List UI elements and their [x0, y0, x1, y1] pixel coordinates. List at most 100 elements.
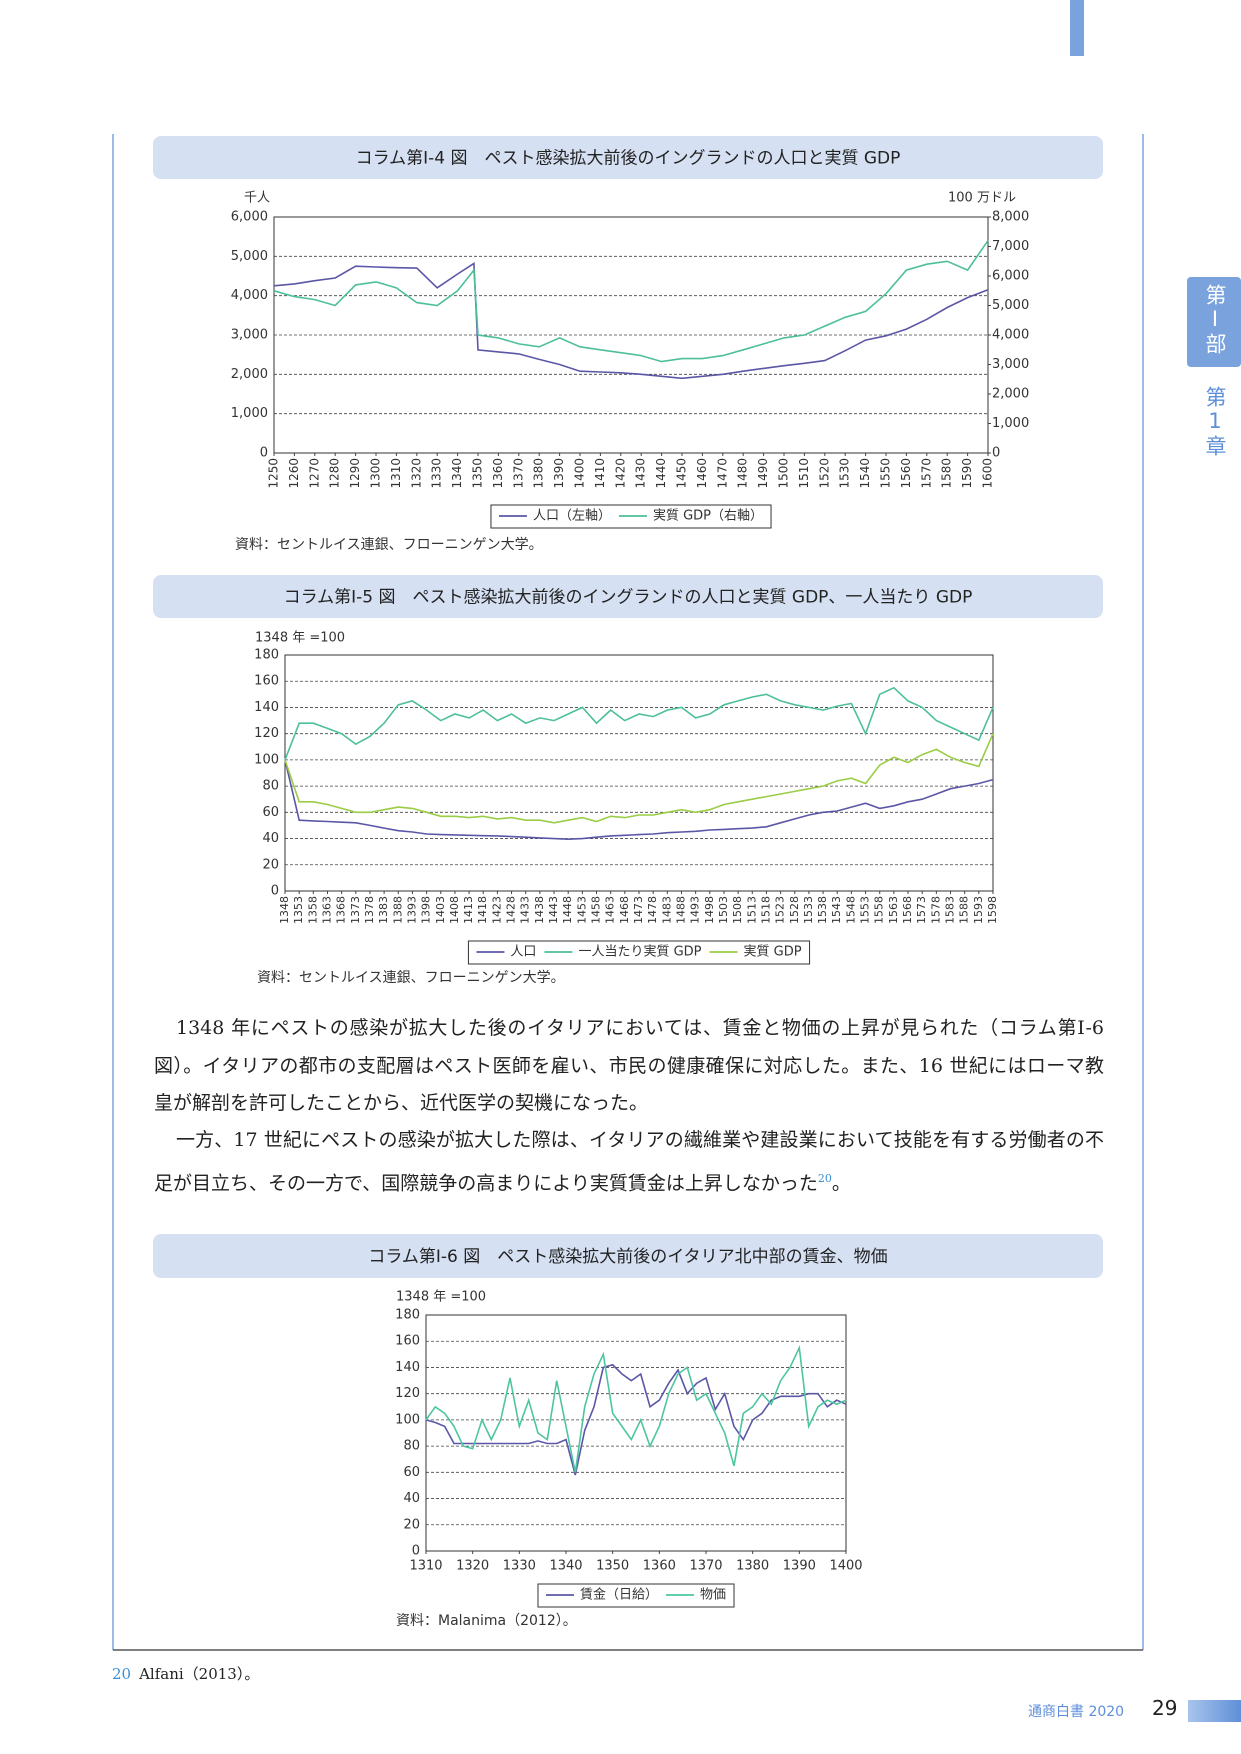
x-tick-label: 1383 — [377, 896, 390, 924]
x-tick-label: 1593 — [972, 896, 985, 924]
x-tick-label: 1320 — [456, 1559, 489, 1574]
x-tick-label: 1550 — [879, 458, 893, 489]
legend-box — [537, 1583, 735, 1608]
side-chapter: 第1章 — [1203, 386, 1227, 458]
x-tick-label: 1510 — [797, 458, 811, 489]
y-tick-label: 4,000 — [231, 288, 268, 303]
y2-tick-label: 5,000 — [992, 298, 1029, 313]
x-tick-label: 1360 — [643, 1559, 676, 1574]
y-tick-label: 5,000 — [231, 249, 268, 264]
x-tick-label: 1503 — [717, 896, 730, 924]
x-tick-label: 1310 — [389, 458, 403, 489]
y-tick-label: 140 — [254, 700, 279, 715]
x-tick-label: 1443 — [547, 896, 560, 924]
y-tick-label: 180 — [254, 648, 279, 663]
x-tick-label: 1280 — [328, 458, 342, 489]
x-tick-label: 1500 — [777, 458, 791, 489]
x-tick-label: 1560 — [899, 458, 913, 489]
x-tick-label: 1330 — [503, 1559, 536, 1574]
paragraph-text: 一方、17 世紀にペストの感染が拡大した際は、イタリアの繊維業や建設業において技… — [154, 1129, 1104, 1194]
page-number: 29 — [1152, 1696, 1178, 1720]
y-tick-label: 160 — [395, 1334, 420, 1349]
y-tick-label: 80 — [262, 779, 279, 794]
top-bar — [1070, 0, 1084, 56]
x-tick-label: 1380 — [532, 458, 546, 489]
legend-label: 人口（左軸） — [533, 509, 611, 524]
x-tick-label: 1423 — [490, 896, 503, 924]
legend-box — [467, 940, 811, 965]
x-tick-label: 1353 — [292, 896, 305, 924]
x-tick-label: 1558 — [873, 896, 886, 924]
title-banner — [153, 575, 1103, 618]
source-note: 資料：セントルイス連銀、フローニンゲン大学。 — [235, 537, 543, 553]
x-tick-label: 1508 — [731, 896, 744, 924]
y-tick-label: 120 — [254, 726, 279, 741]
x-tick-label: 1430 — [634, 458, 648, 489]
y-tick-label: 40 — [262, 831, 279, 846]
x-tick-label: 1398 — [420, 896, 433, 924]
x-tick-label: 1380 — [736, 1559, 769, 1574]
x-tick-label: 1483 — [660, 896, 673, 924]
x-tick-label: 1320 — [409, 458, 423, 489]
x-tick-label: 1378 — [363, 896, 376, 924]
x-tick-label: 1553 — [859, 896, 872, 924]
y-tick-label: 20 — [262, 857, 279, 872]
x-tick-label: 1270 — [307, 458, 321, 489]
x-tick-label: 1478 — [646, 896, 659, 924]
x-tick-label: 1520 — [817, 458, 831, 489]
x-tick-label: 1563 — [887, 896, 900, 924]
y-tick-label: 6,000 — [231, 210, 268, 225]
legend-label: 物価 — [700, 1588, 726, 1603]
x-tick-label: 1363 — [320, 896, 333, 924]
y-tick-label: 120 — [395, 1386, 420, 1401]
x-tick-label: 1393 — [405, 896, 418, 924]
x-tick-label: 1290 — [348, 458, 362, 489]
plot-frame — [284, 654, 994, 892]
series-line — [425, 1344, 847, 1473]
y-tick-label: 160 — [254, 674, 279, 689]
x-tick-label: 1390 — [552, 458, 566, 489]
legend-label: 人口 — [510, 945, 536, 960]
y-tick-label: 60 — [403, 1465, 420, 1480]
y2-tick-label: 6,000 — [992, 269, 1029, 284]
x-tick-label: 1543 — [830, 896, 843, 924]
x-tick-label: 1348 — [278, 896, 291, 924]
paragraph: 一方、17 世紀にペストの感染が拡大した際は、イタリアの繊維業や建設業において技… — [154, 1122, 1104, 1202]
x-tick-label: 1480 — [736, 458, 750, 489]
x-tick-label: 1468 — [618, 896, 631, 924]
series-line — [425, 1363, 847, 1476]
x-tick-label: 1578 — [929, 896, 942, 924]
footnote: 20 Alfani（2013）。 — [112, 1663, 259, 1684]
y-tick-label: 180 — [395, 1308, 420, 1323]
x-tick-label: 1523 — [774, 896, 787, 924]
x-tick-label: 1438 — [533, 896, 546, 924]
x-tick-label: 1250 — [267, 458, 281, 489]
footnote-text: Alfani（2013）。 — [139, 1665, 260, 1683]
y-tick-label: 1,000 — [231, 406, 268, 421]
title-banner — [153, 136, 1103, 179]
x-tick-label: 1350 — [596, 1559, 629, 1574]
legend-label: 実質 GDP — [744, 944, 802, 960]
chart-title: コラム第Ⅰ-5 図 ペスト感染拡大前後のイングランドの人口と実質 GDP、一人当… — [284, 588, 973, 608]
chart-title: コラム第Ⅰ-4 図 ペスト感染拡大前後のイングランドの人口と実質 GDP — [356, 149, 901, 169]
y2-tick-label: 1,000 — [992, 416, 1029, 431]
footer-bar — [1188, 1700, 1241, 1722]
x-tick-label: 1528 — [788, 896, 801, 924]
y2-tick-label: 3,000 — [992, 357, 1029, 372]
x-tick-label: 1538 — [816, 896, 829, 924]
x-tick-label: 1580 — [940, 458, 954, 489]
source-note: 資料：セントルイス連銀、フローニンゲン大学。 — [257, 970, 565, 986]
x-tick-label: 1340 — [450, 458, 464, 489]
x-tick-label: 1460 — [695, 458, 709, 489]
x-tick-label: 1408 — [448, 896, 461, 924]
series-line — [273, 261, 989, 380]
x-tick-label: 1450 — [675, 458, 689, 489]
x-tick-label: 1540 — [858, 458, 872, 489]
x-tick-label: 1573 — [915, 896, 928, 924]
x-tick-label: 1440 — [654, 458, 668, 489]
plot-frame — [425, 1314, 847, 1552]
paragraph-end: 。 — [831, 1171, 851, 1194]
x-tick-label: 1590 — [960, 458, 974, 489]
plot-frame — [273, 216, 989, 454]
